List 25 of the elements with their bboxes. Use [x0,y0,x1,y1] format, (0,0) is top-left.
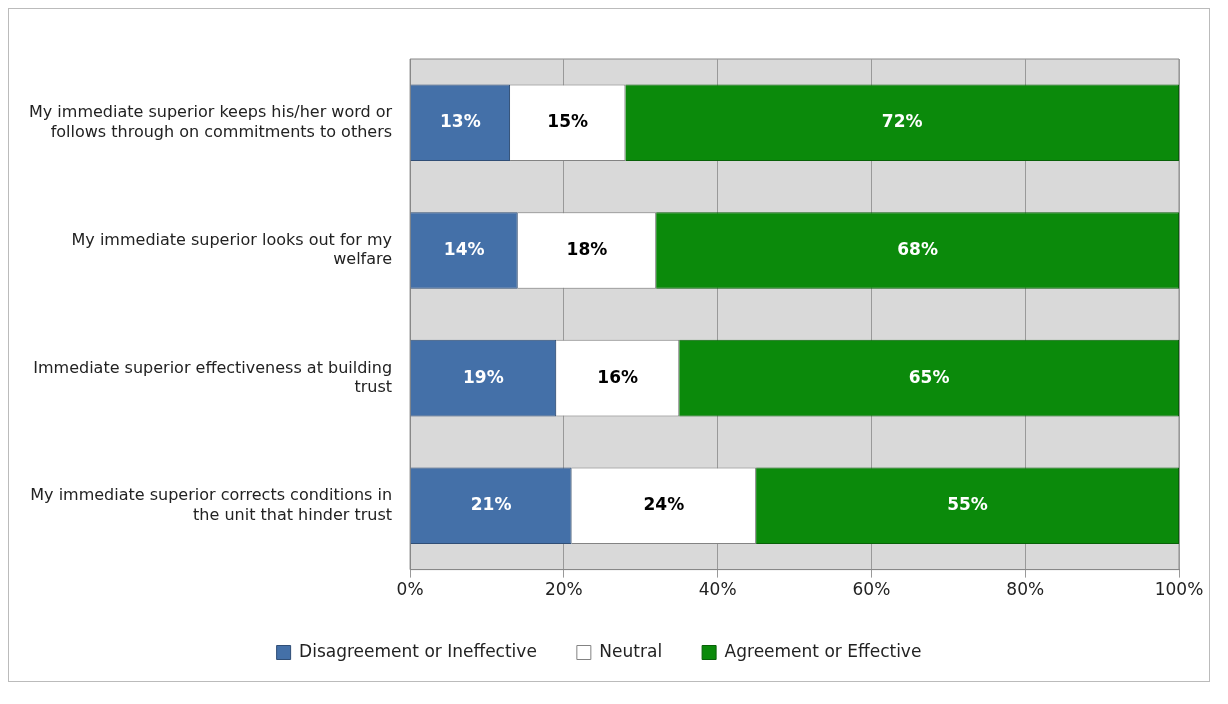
x-tick-label: 0% [396,579,424,600]
data-label: 68% [897,238,938,259]
y-tick-label: My immediate superior looks out for my welfare [71,230,393,269]
data-label: 65% [908,366,950,387]
x-tick-label: 100% [1154,579,1204,600]
data-label: 15% [547,111,589,132]
legend-label: Disagreement or Ineffective [299,640,537,661]
x-tick-label: 40% [698,579,737,600]
y-tick-label: My immediate superior corrects conditions in the unit that hinder trust [30,485,393,524]
legend-label: Neutral [599,640,663,661]
data-label: 55% [947,494,988,515]
y-tick-label: Immediate superior effectiveness at building trust [33,357,393,396]
data-label: 14% [443,238,485,259]
data-label: 72% [881,111,923,132]
legend-label: Agreement or Effective [724,640,922,661]
data-label: 24% [643,494,685,515]
x-tick-label: 80% [1006,579,1045,600]
data-label: 18% [566,238,608,259]
x-tick-label: 20% [544,579,583,600]
y-tick-label: My immediate superior keeps his/her word or follows through on commitments to others [28,102,393,141]
data-label: 21% [470,494,512,515]
data-label: 19% [463,366,504,387]
data-label: 13% [439,111,481,132]
data-label: 16% [597,366,639,387]
x-tick-label: 60% [852,579,891,600]
